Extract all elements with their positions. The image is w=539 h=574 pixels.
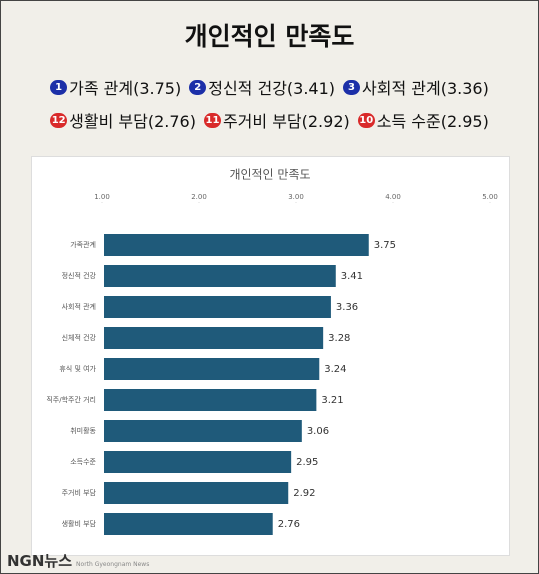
highlight-text: 사회적 관계(3.36)	[362, 79, 489, 98]
bar	[104, 389, 317, 411]
bar	[104, 234, 369, 256]
highlight: 11 주거비 부담(2.92)	[203, 108, 350, 132]
highlight-row: 1 가족 관계(3.75) 2 정신적 건강(3.41) 3 사회적 관계(3.36)	[1, 75, 538, 99]
value-label: 2.95	[296, 457, 318, 468]
value-label: 3.24	[324, 364, 346, 375]
rank-badge: 11	[203, 112, 221, 128]
highlight: 1 가족 관계(3.75)	[50, 75, 181, 99]
rank-badge: 1	[50, 79, 68, 95]
rank-badge: 12	[50, 112, 68, 128]
highlight-text: 생활비 부담(2.76)	[69, 112, 196, 131]
x-tick-label: 1.00	[94, 193, 110, 201]
y-tick-label: 취미활동	[70, 426, 96, 435]
value-label: 3.75	[374, 240, 396, 251]
x-tick-label: 4.00	[385, 193, 401, 201]
y-tick-label: 직주/학주간 거리	[46, 395, 96, 404]
highlight-row: 12 생활비 부담(2.76) 11 주거비 부담(2.92) 10 소득 수준(2.95…	[1, 108, 538, 132]
value-label: 3.28	[328, 333, 350, 344]
bar	[104, 296, 331, 318]
chart-card: 개인적인 만족도 1.00 2.00 3.00 4.00 5.00 가족관계 3.75 정신적…	[31, 156, 510, 556]
highlight-text: 가족 관계(3.75)	[69, 79, 182, 98]
chart: 개인적인 만족도 1.00 2.00 3.00 4.00 5.00 가족관계 3.75 정신적…	[46, 168, 498, 535]
y-tick-label: 소득수준	[70, 458, 96, 466]
highlight: 10 소득 수준(2.95)	[357, 108, 489, 132]
highlight: 2 정신적 건강(3.41)	[189, 75, 335, 99]
bar	[104, 358, 320, 380]
x-tick-label: 2.00	[191, 193, 207, 201]
x-tick-label: 5.00	[482, 193, 498, 201]
x-tick-label: 3.00	[288, 193, 304, 201]
bar	[104, 451, 292, 473]
footer: NGN뉴스 North Gyeongnam News	[7, 550, 149, 571]
value-label: 3.06	[307, 426, 329, 437]
highlight: 3 사회적 관계(3.36)	[343, 75, 489, 99]
y-tick-label: 주거비 부담	[62, 488, 97, 497]
bar	[104, 327, 324, 349]
value-label: 3.36	[336, 302, 358, 313]
value-label: 2.76	[278, 519, 300, 530]
highlight-text: 주거비 부담(2.92)	[222, 112, 350, 131]
y-tick-label: 신체적 건강	[62, 333, 97, 342]
logo: NGN뉴스	[7, 552, 73, 570]
rank-badge: 3	[343, 79, 361, 95]
y-tick-label: 생활비 부담	[62, 519, 97, 528]
bar	[104, 482, 289, 504]
highlight-text: 소득 수준(2.95)	[376, 112, 489, 131]
value-label: 3.21	[321, 395, 343, 406]
value-label: 3.41	[341, 271, 363, 282]
bar	[104, 513, 273, 535]
y-tick-label: 휴식 및 여가	[59, 364, 96, 373]
tagline: North Gyeongnam News	[76, 561, 150, 568]
highlight-text: 정신적 건강(3.41)	[208, 79, 336, 98]
page-title: 개인적인 만족도	[184, 22, 355, 51]
bar	[104, 420, 302, 442]
rank-badge: 2	[189, 79, 207, 95]
y-tick-label: 사회적 관계	[62, 302, 96, 311]
rank-badge: 10	[357, 112, 375, 128]
value-label: 2.92	[293, 488, 315, 499]
bar	[104, 265, 336, 287]
y-tick-label: 가족관계	[70, 240, 96, 249]
highlight: 12 생활비 부담(2.76)	[50, 108, 196, 132]
chart-title: 개인적인 만족도	[229, 168, 310, 182]
y-tick-label: 정신적 건강	[62, 271, 97, 280]
